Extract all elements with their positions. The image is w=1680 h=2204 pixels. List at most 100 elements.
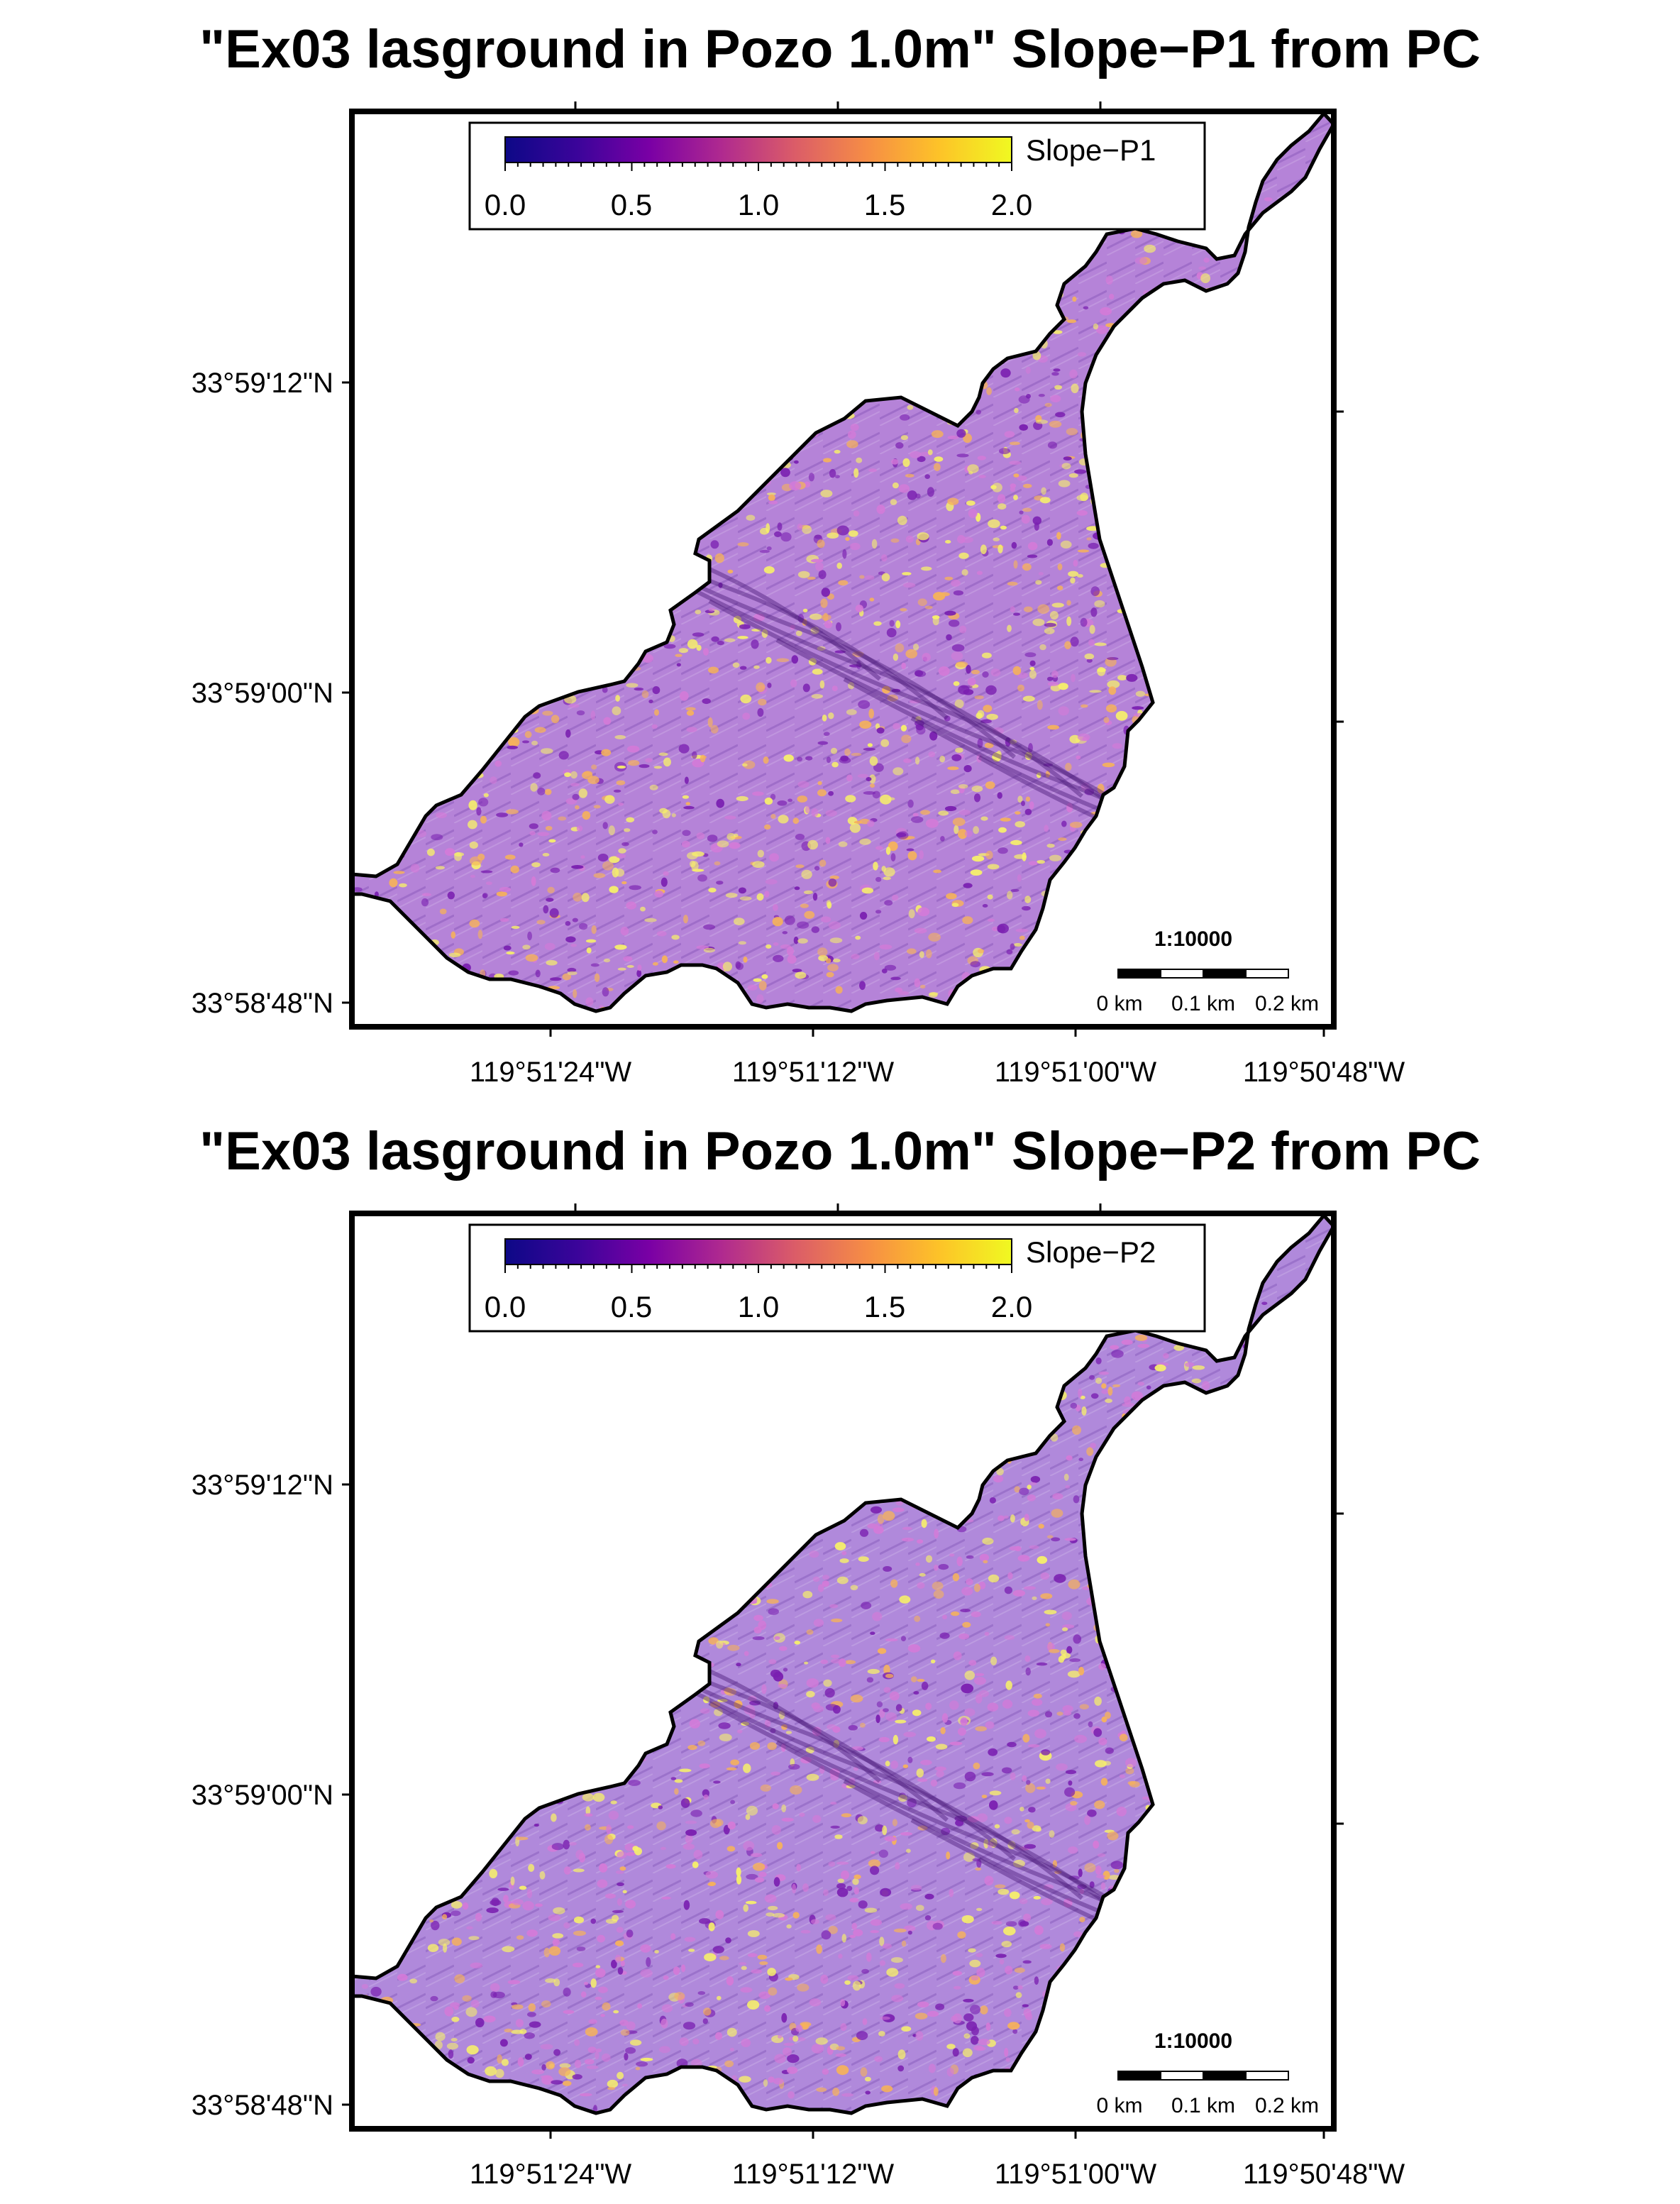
raster-cell xyxy=(1107,1831,1119,1841)
raster-cell xyxy=(884,900,893,906)
raster-cell xyxy=(826,756,831,764)
raster-cell xyxy=(756,682,766,693)
raster-cell xyxy=(822,1580,829,1587)
raster-cell xyxy=(421,898,429,907)
raster-cell xyxy=(583,1981,589,1985)
raster-cell xyxy=(602,987,609,997)
scale-bar: 1:10000 0 km 0.1 km 0.2 km xyxy=(1096,927,1319,1015)
raster-cell xyxy=(490,1983,500,1992)
raster-cell xyxy=(745,1900,757,1905)
raster-cell xyxy=(774,531,782,538)
raster-cell xyxy=(1043,1884,1054,1890)
map-title: "Ex03 lasground in Pozo 1.0m" Slope−P2 f… xyxy=(199,1121,1481,1181)
raster-cell xyxy=(587,2046,597,2054)
raster-cell xyxy=(1054,385,1063,390)
raster-cell xyxy=(1050,395,1061,403)
raster-cell xyxy=(890,976,901,981)
raster-cell xyxy=(852,1980,861,1991)
raster-cell xyxy=(980,719,992,724)
raster-cell xyxy=(1068,1780,1073,1786)
raster-cell xyxy=(1010,606,1016,613)
raster-cell xyxy=(722,962,732,971)
raster-cell xyxy=(753,1614,763,1621)
raster-cell xyxy=(889,1691,900,1701)
raster-cell xyxy=(839,1658,846,1668)
raster-cell xyxy=(910,451,922,458)
raster-cell xyxy=(907,490,917,500)
raster-cell xyxy=(551,715,560,724)
raster-cell xyxy=(812,668,823,675)
raster-cell xyxy=(541,748,553,754)
raster-cell xyxy=(901,662,907,670)
raster-cell xyxy=(482,893,487,899)
raster-cell xyxy=(506,809,519,815)
raster-cell xyxy=(889,619,895,627)
raster-cell xyxy=(901,1940,907,1947)
raster-cell xyxy=(917,1778,928,1783)
raster-cell xyxy=(590,1978,597,1988)
raster-cell xyxy=(1084,653,1095,660)
raster-cell xyxy=(823,458,832,463)
raster-cell xyxy=(570,771,578,779)
raster-cell xyxy=(987,1702,999,1712)
raster-cell xyxy=(1100,307,1112,316)
raster-cell xyxy=(811,926,820,933)
raster-cell xyxy=(921,1681,929,1690)
raster-cell xyxy=(956,1556,963,1567)
raster-cell xyxy=(766,944,772,949)
raster-cell xyxy=(1014,854,1027,859)
raster-cell xyxy=(1033,1693,1042,1699)
raster-cell xyxy=(1051,602,1064,608)
raster-cell xyxy=(612,867,619,878)
raster-cell xyxy=(1049,1648,1060,1653)
raster-cell xyxy=(980,544,987,554)
raster-cell xyxy=(812,1814,822,1823)
raster-cell xyxy=(869,774,876,784)
raster-cell xyxy=(875,876,882,882)
raster-cell xyxy=(591,764,597,770)
raster-cell xyxy=(1056,531,1061,540)
raster-cell xyxy=(817,539,825,549)
raster-cell xyxy=(551,1813,557,1822)
raster-cell xyxy=(1005,1921,1017,1927)
raster-cell xyxy=(940,1954,946,1963)
raster-cell xyxy=(806,1773,819,1781)
raster-cell xyxy=(435,2032,446,2042)
raster-cell xyxy=(976,571,983,575)
raster-cell xyxy=(766,546,772,551)
raster-cell xyxy=(480,815,487,824)
raster-cell xyxy=(833,1739,840,1748)
raster-cell xyxy=(512,2004,524,2010)
raster-cell xyxy=(845,536,850,541)
raster-cell xyxy=(1117,675,1127,681)
raster-cell xyxy=(812,1726,822,1736)
raster-cell xyxy=(903,758,912,764)
raster-cell xyxy=(955,747,963,753)
raster-cell xyxy=(503,945,512,951)
raster-cell xyxy=(829,468,836,478)
raster-cell xyxy=(873,621,882,626)
raster-cell xyxy=(983,1560,988,1564)
raster-cell xyxy=(907,799,914,808)
raster-cell xyxy=(399,883,407,888)
raster-cell xyxy=(1051,1537,1061,1542)
raster-cell xyxy=(895,987,903,993)
raster-cell xyxy=(679,691,689,701)
raster-cell xyxy=(686,727,697,732)
raster-cell xyxy=(439,908,447,915)
raster-cell xyxy=(885,1673,894,1678)
raster-cell xyxy=(969,1959,981,1968)
raster-cell xyxy=(1022,695,1035,702)
raster-cell xyxy=(707,1883,715,1887)
raster-cell xyxy=(708,607,716,612)
raster-cell xyxy=(1047,441,1058,449)
raster-cell xyxy=(595,1996,602,2000)
raster-cell xyxy=(1009,739,1017,744)
raster-cell xyxy=(1032,1699,1043,1706)
raster-cell xyxy=(1011,541,1017,549)
raster-cell xyxy=(761,1684,767,1695)
raster-cell xyxy=(947,497,959,505)
raster-cell xyxy=(676,663,681,667)
raster-cell xyxy=(712,1946,724,1954)
raster-cell xyxy=(1063,1898,1073,1908)
